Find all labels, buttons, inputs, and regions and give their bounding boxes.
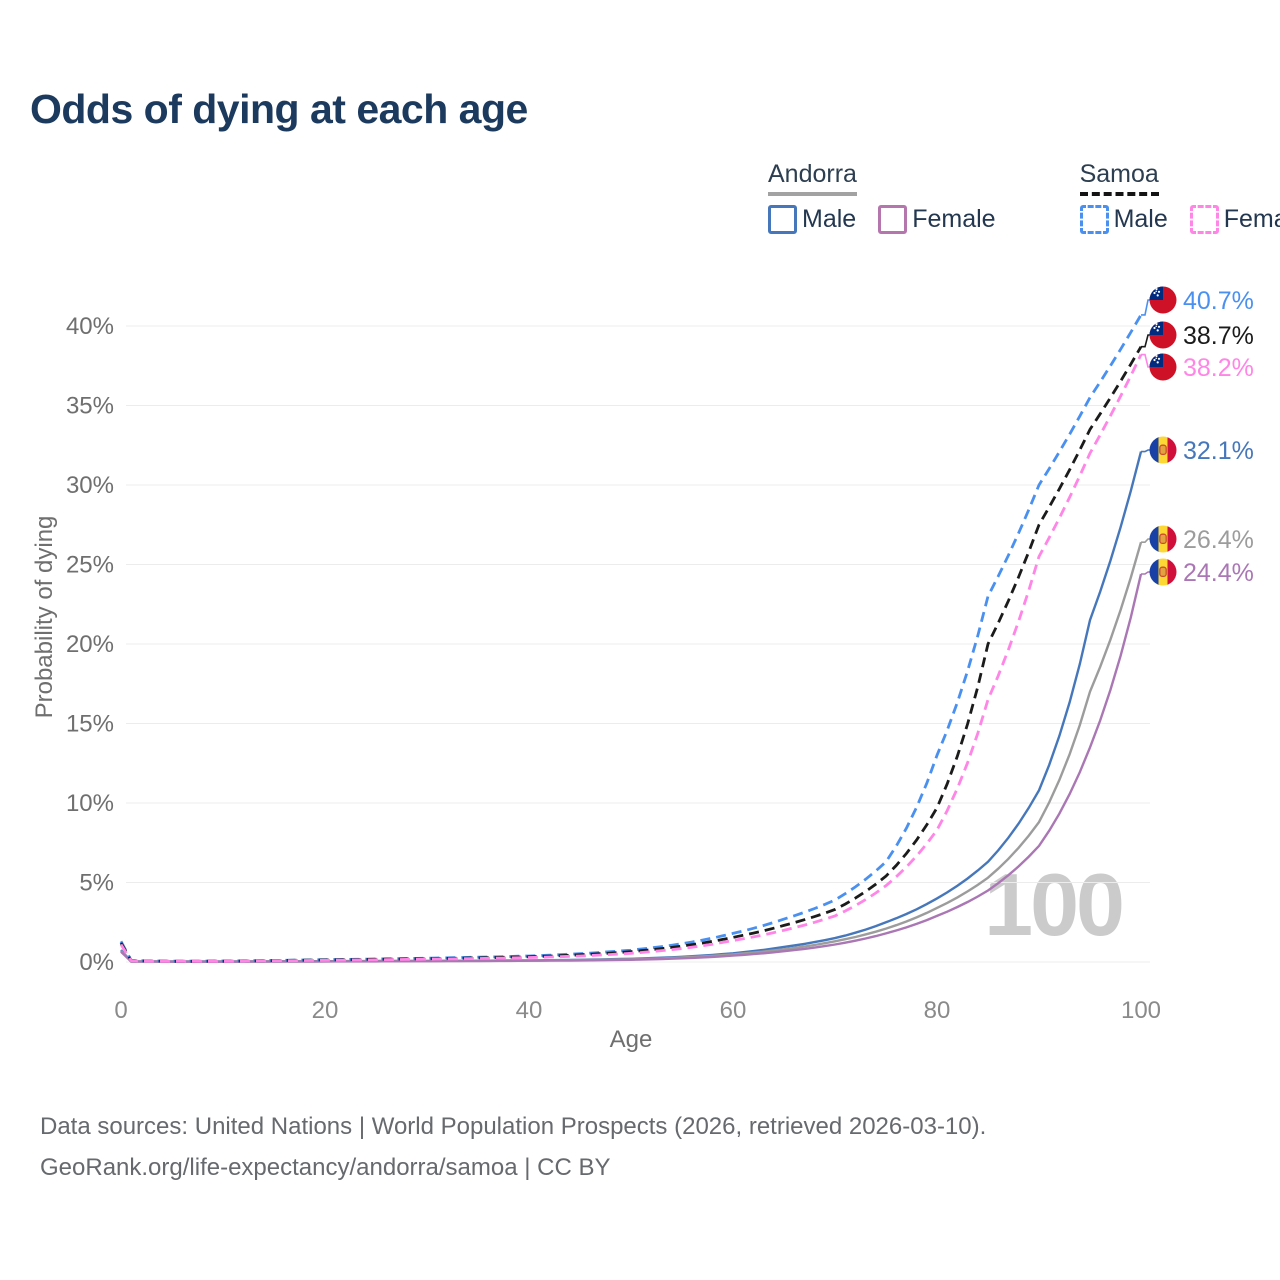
series-line-andorra-female [120, 573, 1143, 963]
flag-samoa-icon [1149, 321, 1177, 349]
series-end-label-samoa-male: 40.7% [1183, 287, 1254, 315]
y-axis-title: Probability of dying [31, 515, 58, 719]
legend-swatch-samoa-male-icon [1079, 205, 1109, 234]
page-title: Odds of dying at each age [30, 86, 528, 132]
label-connector-samoa-all [1141, 334, 1151, 348]
series-line-samoa-male [119, 314, 1143, 963]
y-tick-label: 5% [79, 870, 114, 897]
label-connector-andorra-male [1141, 449, 1151, 453]
legend-heading-andorra: Andorra [768, 160, 857, 196]
legend-group-andorra: Andorra Male Female [768, 160, 1018, 234]
series-line-samoa-female [119, 353, 1143, 963]
footer-url-line: GeoRank.org/life-expectancy/andorra/samo… [40, 1154, 611, 1181]
legend-swatch-andorra-female-icon [878, 205, 908, 234]
x-tick-label: 20 [312, 997, 339, 1024]
legend-swatch-andorra-male-icon [768, 205, 797, 234]
series-line-andorra-all [120, 541, 1143, 963]
y-tick-label: 20% [66, 631, 114, 658]
y-tick-label: 35% [66, 393, 114, 420]
legend-items-samoa: Male Female [1079, 205, 1280, 234]
flag-andorra-icon [1149, 525, 1177, 553]
x-axis-title: Age [609, 1026, 653, 1053]
legend-label-samoa-male: Male [1113, 205, 1168, 233]
label-connector-samoa-female [1141, 353, 1151, 368]
label-connector-andorra-all [1141, 538, 1151, 543]
age-watermark: 100 [984, 855, 1125, 954]
y-tick-label: 0% [79, 949, 114, 976]
legend-label-samoa-female: Female [1223, 205, 1280, 233]
y-tick-label: 40% [66, 313, 114, 340]
series-end-label-andorra-all: 26.4% [1183, 526, 1254, 554]
series-end-label-andorra-male: 32.1% [1183, 437, 1254, 465]
legend-group-samoa: Samoa Male Female [1079, 160, 1280, 234]
legend-swatch-samoa-female-icon [1189, 205, 1219, 234]
legend-label-andorra-female: Female [912, 205, 996, 233]
series-end-label-samoa-all: 38.7% [1183, 322, 1254, 350]
legend: Andorra Male Female Samoa Male Female [768, 160, 1280, 234]
y-tick-label: 25% [66, 552, 114, 579]
label-connector-andorra-female [1141, 571, 1151, 575]
legend-items-andorra: Male Female [768, 205, 1018, 234]
legend-heading-samoa: Samoa [1079, 160, 1159, 196]
flag-samoa-icon [1149, 286, 1177, 314]
x-tick-label: 40 [516, 997, 543, 1024]
series-end-label-andorra-female: 24.4% [1183, 559, 1254, 587]
footer: Data sources: United Nations | World Pop… [40, 1106, 986, 1188]
label-connector-samoa-male [1141, 299, 1151, 316]
footer-source-line: Data sources: United Nations | World Pop… [40, 1113, 987, 1140]
flag-andorra-icon [1149, 436, 1177, 464]
flag-andorra-icon [1149, 558, 1177, 586]
legend-label-andorra-male: Male [802, 205, 857, 233]
series-line-andorra-male [120, 451, 1143, 963]
x-tick-label: 0 [114, 997, 127, 1024]
y-tick-label: 10% [66, 790, 114, 817]
x-tick-label: 60 [720, 997, 747, 1024]
x-tick-label: 80 [924, 997, 951, 1024]
y-tick-label: 30% [66, 472, 114, 499]
series-line-samoa-all [119, 345, 1143, 963]
series-end-label-samoa-female: 38.2% [1183, 354, 1254, 382]
flag-samoa-icon [1149, 353, 1177, 381]
x-tick-label: 100 [1121, 997, 1161, 1024]
y-tick-label: 15% [66, 711, 114, 738]
